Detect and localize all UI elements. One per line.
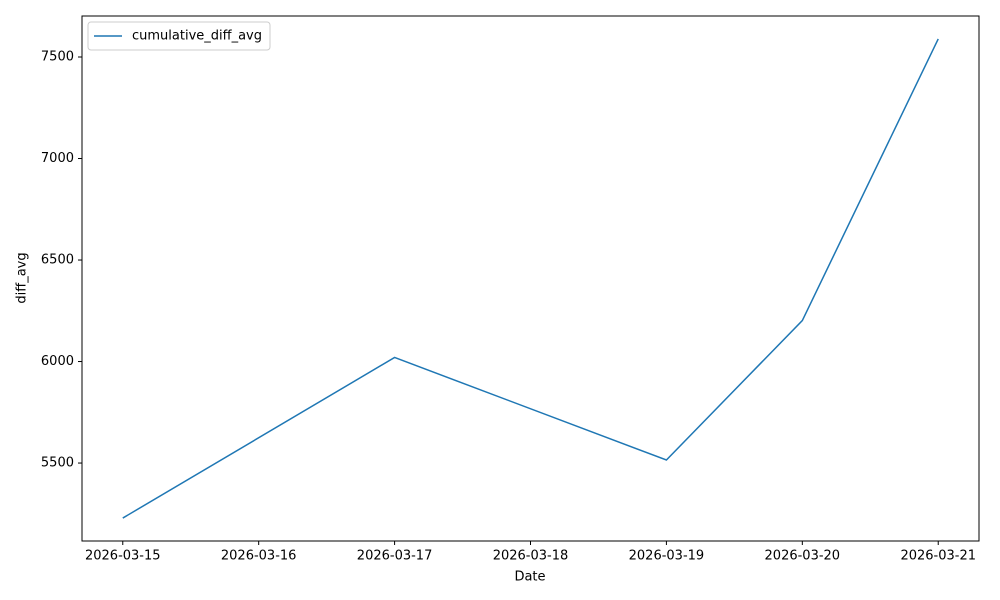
x-tick-label: 2026-03-16 xyxy=(221,549,297,564)
x-tick-label: 2026-03-17 xyxy=(357,549,433,564)
legend: cumulative_diff_avg xyxy=(87,21,271,51)
x-tick-label: 2026-03-21 xyxy=(900,549,976,564)
y-axis-label: diff_avg xyxy=(15,252,30,303)
y-tick-label: 6500 xyxy=(41,253,74,268)
x-tick-label: 2026-03-15 xyxy=(85,549,161,564)
y-tick-label: 7500 xyxy=(41,50,74,65)
line-series xyxy=(122,38,939,519)
y-tick-label: 5500 xyxy=(41,456,74,471)
legend-label: cumulative_diff_avg xyxy=(132,29,262,44)
legend-box xyxy=(87,21,271,51)
y-tick-label: 7000 xyxy=(41,151,74,166)
x-tick-label: 2026-03-20 xyxy=(765,549,841,564)
x-tick-label: 2026-03-18 xyxy=(493,549,569,564)
y-tick-label: 6000 xyxy=(41,354,74,369)
x-tick-label: 2026-03-19 xyxy=(629,549,705,564)
x-axis-label: Date xyxy=(514,570,545,585)
